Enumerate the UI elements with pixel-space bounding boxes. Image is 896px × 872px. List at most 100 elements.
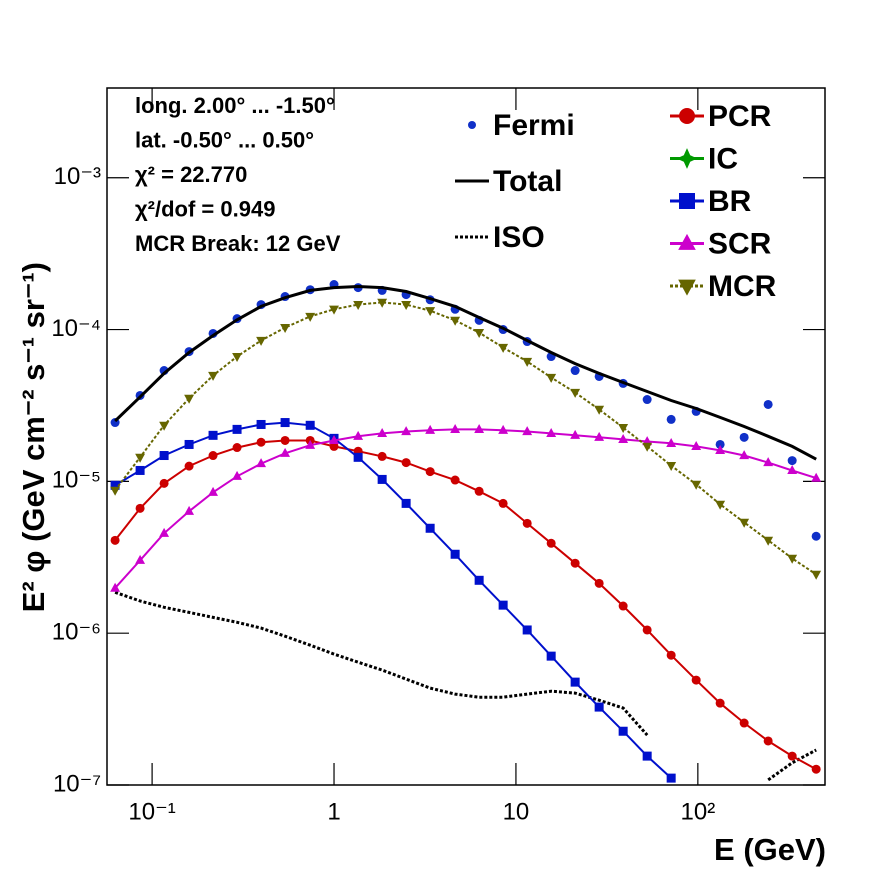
marker — [763, 536, 774, 546]
marker — [811, 570, 822, 580]
marker — [329, 441, 339, 451]
marker — [280, 447, 291, 457]
legend-label: PCR — [708, 100, 772, 133]
marker — [811, 472, 822, 482]
marker — [305, 420, 315, 430]
marker — [715, 698, 725, 708]
marker — [450, 549, 460, 559]
marker — [377, 427, 388, 437]
annotation: MCR Break: 12 GeV — [135, 231, 341, 256]
marker — [739, 450, 750, 460]
marker — [329, 305, 339, 315]
legend-label: IC — [708, 142, 738, 175]
plot-frame — [106, 87, 826, 786]
marker — [110, 480, 120, 490]
marker — [329, 435, 339, 445]
marker — [763, 457, 774, 467]
marker — [232, 443, 242, 453]
marker — [135, 503, 145, 513]
marker — [570, 677, 580, 687]
marker — [498, 343, 509, 353]
marker — [691, 675, 701, 685]
x-tick-label: 1 — [327, 798, 340, 825]
marker — [184, 439, 194, 449]
marker — [305, 439, 316, 449]
marker — [618, 726, 628, 736]
marker — [135, 453, 146, 463]
y-tick-label: 10⁻⁶ — [52, 619, 101, 646]
annotation: lat. -0.50° ... 0.50° — [135, 127, 314, 152]
marker — [208, 371, 219, 381]
legend-label: ISO — [493, 221, 545, 254]
marker — [691, 440, 702, 450]
marker — [618, 424, 629, 434]
marker — [546, 651, 556, 661]
legend-label: Fermi — [493, 109, 575, 142]
marker — [546, 427, 557, 437]
marker — [676, 148, 698, 169]
series-line — [114, 590, 817, 782]
marker — [642, 751, 652, 761]
marker — [811, 764, 821, 774]
marker — [739, 432, 749, 442]
marker — [546, 538, 556, 548]
marker — [498, 424, 509, 434]
x-tick-label: 10 — [503, 798, 530, 825]
marker — [401, 426, 412, 436]
marker — [256, 437, 266, 447]
marker — [184, 505, 195, 515]
marker — [159, 451, 169, 461]
marker — [377, 451, 387, 461]
marker — [232, 470, 243, 480]
marker — [377, 474, 387, 484]
marker — [570, 558, 580, 568]
x-tick-label: 10⁻¹ — [128, 798, 175, 825]
legend-label: SCR — [708, 227, 772, 260]
marker — [763, 399, 773, 409]
marker — [159, 421, 170, 431]
marker — [135, 465, 145, 475]
marker — [159, 527, 170, 537]
marker — [666, 650, 676, 660]
marker — [522, 426, 533, 436]
marker — [594, 431, 605, 441]
marker — [666, 437, 677, 447]
legend-label: Total — [493, 165, 562, 198]
marker — [256, 419, 266, 429]
series-line — [114, 284, 817, 461]
y-tick-label: 10⁻³ — [54, 163, 101, 190]
marker — [739, 518, 750, 528]
legend-label: MCR — [708, 270, 777, 303]
y-tick-label: 10⁻⁷ — [53, 770, 101, 797]
marker — [570, 366, 580, 376]
marker — [570, 388, 581, 398]
annotation: long. 2.00° ... -1.50° — [135, 93, 335, 118]
legend-label: BR — [708, 185, 752, 218]
marker — [232, 352, 243, 362]
marker — [280, 418, 290, 428]
marker — [679, 108, 695, 124]
y-tick-label: 10⁻⁴ — [51, 315, 101, 342]
x-axis-title: E (GeV) — [714, 832, 826, 867]
marker — [110, 535, 120, 545]
marker — [522, 518, 532, 528]
marker — [208, 451, 218, 461]
marker — [377, 298, 388, 308]
marker — [522, 357, 533, 367]
x-tick-label: 10² — [681, 798, 716, 825]
marker — [498, 600, 508, 610]
marker — [159, 478, 169, 488]
marker — [305, 312, 316, 322]
marker — [280, 435, 290, 445]
marker — [425, 307, 436, 317]
marker — [811, 531, 821, 541]
marker — [256, 336, 267, 346]
marker — [787, 456, 797, 466]
marker — [353, 452, 363, 462]
marker — [425, 523, 435, 533]
marker — [594, 578, 604, 588]
marker — [678, 233, 696, 250]
annotation: χ²/dof = 0.949 — [135, 196, 275, 221]
marker — [522, 625, 532, 635]
marker — [184, 394, 195, 404]
